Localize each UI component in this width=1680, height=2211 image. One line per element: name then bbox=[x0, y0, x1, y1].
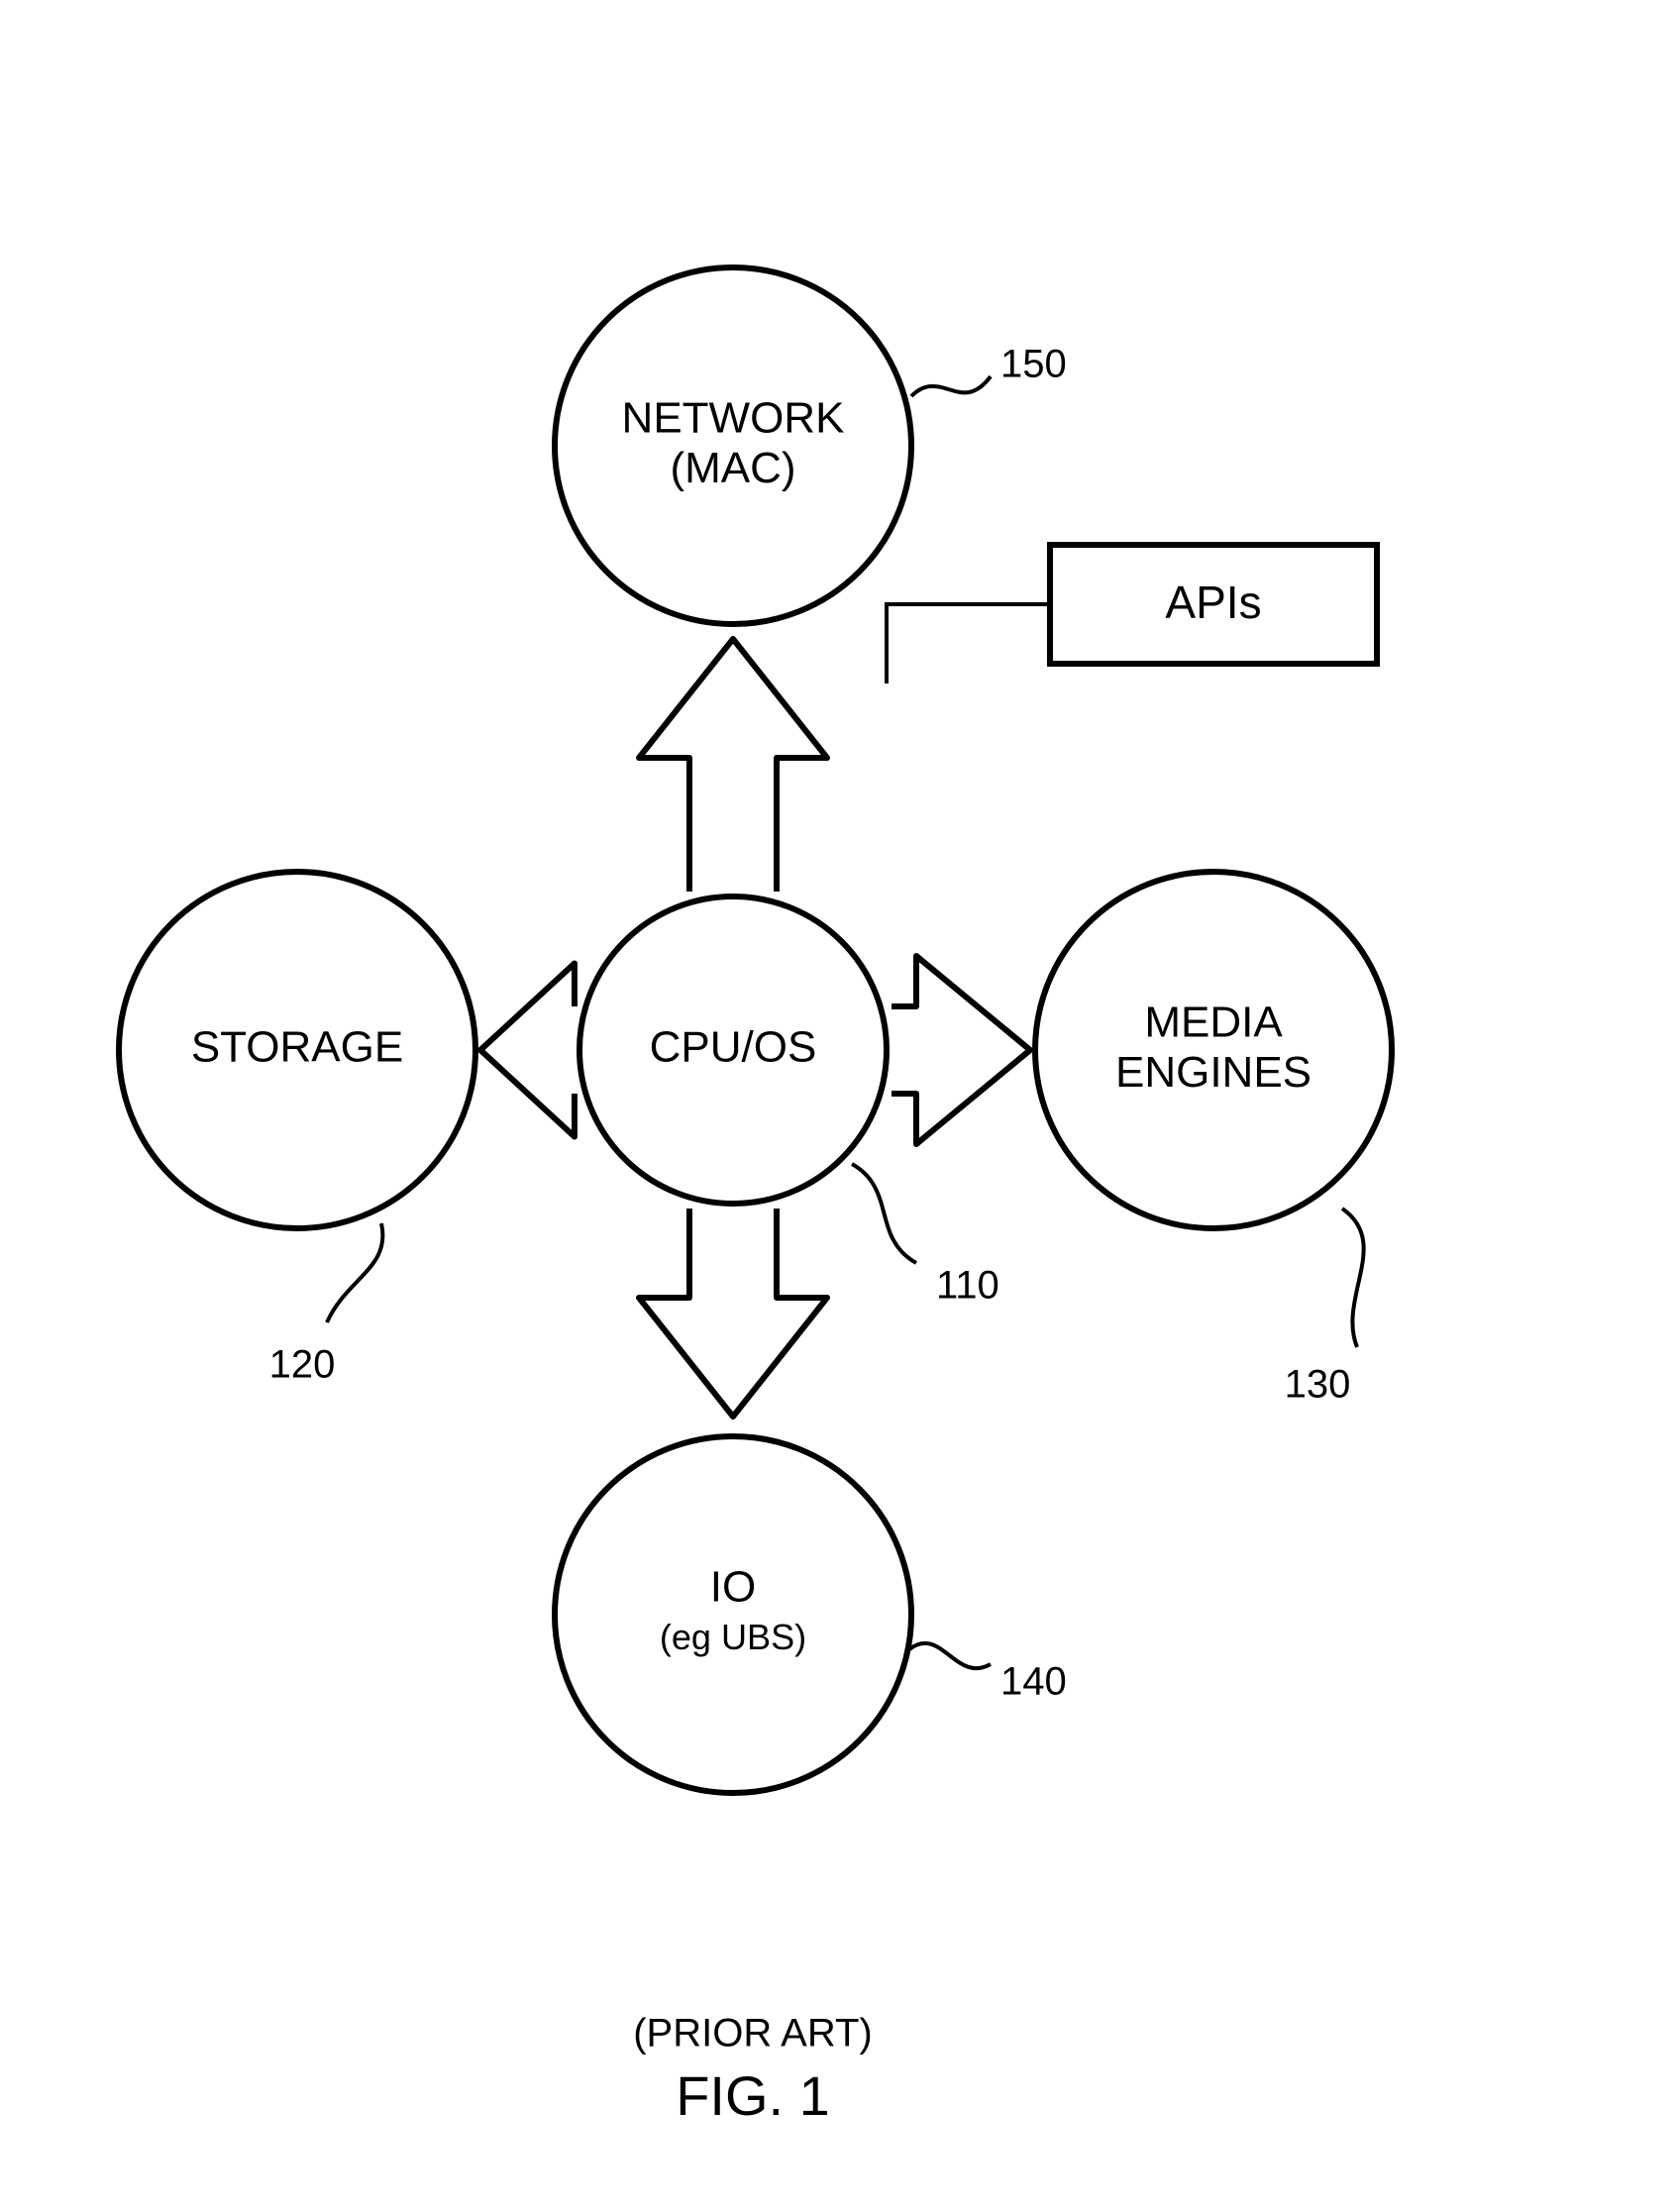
node-bottom-label-0: IO bbox=[710, 1562, 756, 1611]
ref-140-leader bbox=[909, 1643, 991, 1668]
node-bottom-label-1: (eg UBS) bbox=[660, 1617, 806, 1657]
arrow-up bbox=[639, 639, 827, 892]
ref-120-text: 120 bbox=[269, 1343, 336, 1387]
node-center: CPU/OS bbox=[579, 896, 887, 1204]
caption-fig: FIG. 1 bbox=[676, 2064, 830, 2127]
arrow-left bbox=[480, 964, 575, 1137]
ref-140-text: 140 bbox=[1000, 1660, 1067, 1704]
node-top-label-1: (MAC) bbox=[670, 444, 795, 492]
ref-130-text: 130 bbox=[1285, 1363, 1351, 1407]
node-right-label-1: ENGINES bbox=[1115, 1048, 1312, 1097]
ref-130: 130 bbox=[1285, 1209, 1364, 1407]
ref-110: 110 bbox=[852, 1164, 999, 1308]
ref-120-leader bbox=[327, 1223, 382, 1322]
ref-150-leader bbox=[911, 376, 991, 396]
ref-110-text: 110 bbox=[936, 1264, 999, 1308]
figure-stage: CPU/OS NETWORK (MAC) STORAGE MEDIA ENGIN… bbox=[0, 0, 1680, 2211]
node-center-label: CPU/OS bbox=[650, 1023, 817, 1072]
ref-110-leader bbox=[852, 1164, 916, 1263]
node-right: MEDIA ENGINES bbox=[1035, 872, 1392, 1228]
ref-150: 150 bbox=[911, 343, 1067, 396]
arrow-right bbox=[892, 956, 1030, 1144]
node-left-label: STORAGE bbox=[191, 1023, 403, 1072]
node-right-label-0: MEDIA bbox=[1144, 998, 1283, 1046]
diagram-svg: CPU/OS NETWORK (MAC) STORAGE MEDIA ENGIN… bbox=[0, 0, 1680, 2211]
node-bottom: IO (eg UBS) bbox=[555, 1436, 911, 1793]
apis-box-leader bbox=[887, 604, 1050, 684]
node-top: NETWORK (MAC) bbox=[555, 267, 911, 624]
ref-140: 140 bbox=[909, 1643, 1067, 1704]
apis-box-label: APIs bbox=[1165, 577, 1261, 628]
arrow-down bbox=[639, 1209, 827, 1417]
ref-150-text: 150 bbox=[1000, 343, 1067, 386]
ref-130-leader bbox=[1342, 1209, 1364, 1347]
node-top-label-0: NETWORK bbox=[622, 393, 845, 442]
caption-prior-art: (PRIOR ART) bbox=[633, 2012, 873, 2055]
node-left: STORAGE bbox=[119, 872, 475, 1228]
ref-120: 120 bbox=[269, 1223, 383, 1387]
node-bottom-circle bbox=[555, 1436, 911, 1793]
apis-box-group: APIs bbox=[887, 545, 1377, 684]
